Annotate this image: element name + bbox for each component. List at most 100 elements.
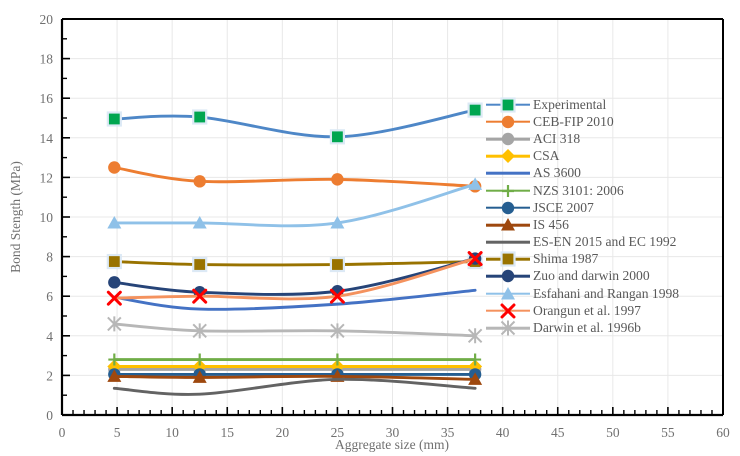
x-tick-label: 50 xyxy=(606,425,620,440)
data-point-marker xyxy=(192,323,207,339)
series-line xyxy=(112,377,477,396)
legend-marker-glyph xyxy=(501,149,515,164)
legend-swatch xyxy=(486,96,530,113)
legend-marker-glyph xyxy=(501,217,515,231)
y-tick-label: 2 xyxy=(46,368,53,383)
legend-item[interactable]: Experimental xyxy=(486,96,732,113)
data-point-marker xyxy=(467,102,483,118)
x-tick-label: 5 xyxy=(114,425,121,440)
legend-swatch xyxy=(486,148,530,165)
data-point-marker xyxy=(469,353,482,366)
legend-marker-glyph xyxy=(500,303,516,319)
x-tick-label: 60 xyxy=(716,425,730,440)
legend-item-label: Shima 1987 xyxy=(533,251,599,267)
legend-item-label: Darwin et al. 1996b xyxy=(533,320,641,336)
legend-item-label: ACI 318 xyxy=(533,130,581,146)
legend-item-label: Experimental xyxy=(533,96,607,112)
series-line xyxy=(112,374,477,381)
legend-marker-circle-icon xyxy=(501,201,515,214)
legend-item-label: CEB-FIP 2010 xyxy=(533,113,614,129)
legend-item[interactable]: Zuo and darwin 2000 xyxy=(486,268,732,285)
legend-item[interactable]: Orangun et al. 1997 xyxy=(486,302,732,319)
legend-item-label: ES-EN 2015 and EC 1992 xyxy=(533,234,677,250)
y-tick-label: 0 xyxy=(46,408,53,423)
legend-item[interactable]: Shima 1987 xyxy=(486,251,732,268)
y-tick-label: 4 xyxy=(46,329,53,344)
legend-swatch xyxy=(486,302,530,319)
legend-swatch xyxy=(486,113,530,130)
legend-marker-circle-icon xyxy=(501,115,515,128)
legend-swatch xyxy=(486,199,530,216)
data-point-marker xyxy=(108,161,121,174)
y-tick-label: 16 xyxy=(40,91,54,106)
series-line xyxy=(112,260,477,267)
x-tick-label: 45 xyxy=(551,425,565,440)
legend-swatch xyxy=(486,320,530,337)
data-point-marker xyxy=(108,276,121,289)
data-point-marker xyxy=(192,109,208,125)
legend-marker-glyph xyxy=(501,115,515,128)
legend-marker-circle-icon xyxy=(501,270,515,283)
legend-marker-glyph xyxy=(501,286,515,300)
legend-marker-cross-icon xyxy=(500,303,516,319)
legend-swatch xyxy=(486,251,530,268)
data-point-marker xyxy=(106,290,122,306)
legend-item-label: JSCE 2007 xyxy=(533,199,594,215)
data-point-marker xyxy=(107,215,122,229)
legend-marker-square-icon xyxy=(500,96,516,113)
data-point-marker xyxy=(467,328,483,344)
x-tick-label: 40 xyxy=(496,425,510,440)
legend-swatch xyxy=(486,130,530,147)
legend-item[interactable]: AS 3600 xyxy=(486,165,732,182)
y-tick-label: 18 xyxy=(40,52,54,67)
legend-item[interactable]: CSA xyxy=(486,148,732,165)
data-point-marker xyxy=(107,369,122,382)
data-point-marker xyxy=(192,370,207,383)
legend-item[interactable]: Darwin et al. 1996b xyxy=(486,319,732,336)
legend-item[interactable]: NZS 3101: 2006 xyxy=(486,182,732,199)
legend-marker-glyph xyxy=(500,251,516,267)
legend-item[interactable]: Esfahani and Rangan 1998 xyxy=(486,285,732,302)
series-line xyxy=(112,166,477,188)
data-series-group xyxy=(106,102,483,396)
series-es-en-2015-and-ec-1992 xyxy=(112,377,477,396)
data-point-marker xyxy=(467,251,483,267)
legend-item[interactable]: ES-EN 2015 and EC 1992 xyxy=(486,234,732,251)
legend-marker-diamond-icon xyxy=(501,149,515,164)
series-line xyxy=(112,288,477,311)
series-darwin-et-al-1996b xyxy=(107,316,483,344)
legend-item[interactable]: JSCE 2007 xyxy=(486,199,732,216)
legend-swatch xyxy=(486,268,530,285)
series-orangun-et-al-1997 xyxy=(106,251,483,306)
legend-marker-glyph xyxy=(501,132,515,146)
legend-item[interactable]: IS 456 xyxy=(486,216,732,233)
series-esfahani-and-rangan-1998 xyxy=(107,177,483,229)
legend-marker-circle-icon xyxy=(501,132,515,146)
y-axis-title: Bond Stength (MPa) xyxy=(8,161,23,273)
tick-labels-group: 0 2 4 6 8 10 12 14 16 18 20 0 5 10 15 20 25 30 35 40 45 50 55 6… xyxy=(40,12,731,440)
legend-item-label: NZS 3101: 2006 xyxy=(533,182,624,198)
series-experimental xyxy=(106,102,483,145)
data-point-marker xyxy=(329,288,345,304)
legend-marker-glyph xyxy=(500,320,516,336)
series-shima-1987 xyxy=(106,253,483,273)
data-point-marker xyxy=(106,253,122,270)
legend-marker-square-icon xyxy=(500,251,516,267)
x-tick-label: 25 xyxy=(331,425,345,440)
legend-item[interactable]: CEB-FIP 2010 xyxy=(486,113,732,130)
legend-item-label: Orangun et al. 1997 xyxy=(533,302,641,318)
y-tick-label: 20 xyxy=(40,12,54,27)
legend-marker-triangle-icon xyxy=(501,286,515,300)
legend-item-label: CSA xyxy=(533,148,560,164)
data-point-marker xyxy=(468,177,483,190)
data-point-marker xyxy=(193,175,206,188)
legend-item[interactable]: ACI 318 xyxy=(486,130,732,147)
legend-marker-glyph xyxy=(501,201,515,214)
legend-marker-glyph xyxy=(502,184,514,197)
data-point-marker xyxy=(330,215,345,229)
legend-marker-none-icon xyxy=(498,233,518,251)
legend-swatch xyxy=(486,285,530,302)
y-tick-label: 12 xyxy=(40,170,54,185)
data-point-marker xyxy=(192,256,208,273)
